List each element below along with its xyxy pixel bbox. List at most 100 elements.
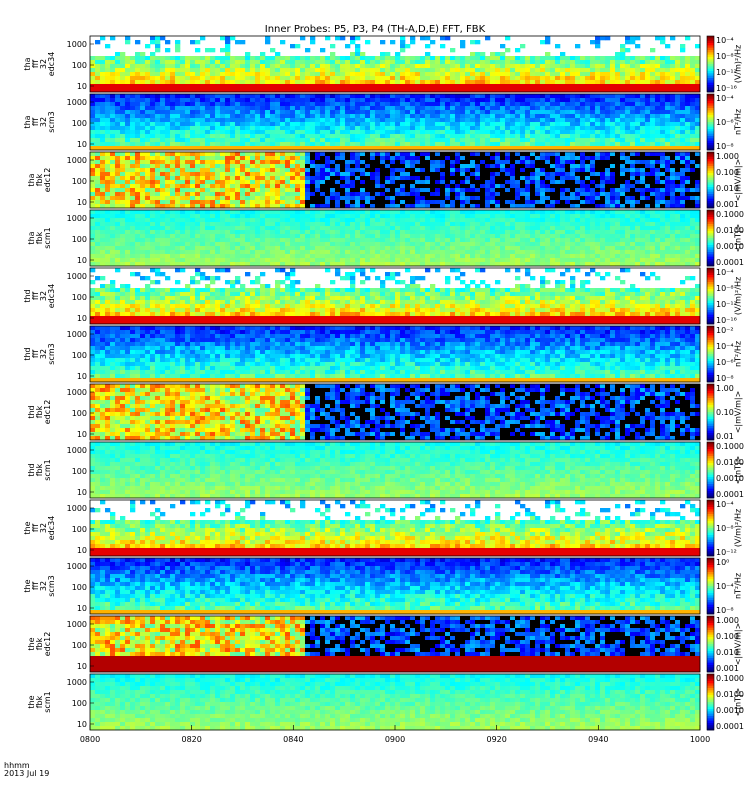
spectrogram-cell	[105, 44, 111, 49]
spectrogram-cell	[190, 98, 196, 103]
spectrogram-cell	[510, 88, 516, 93]
spectrogram-cell	[680, 94, 686, 99]
spectrogram-cell	[235, 68, 241, 73]
spectrogram-cell	[135, 176, 141, 181]
spectrogram-cell	[630, 138, 636, 143]
spectrogram-cell	[620, 114, 626, 119]
spectrogram-cell	[675, 84, 681, 89]
spectrogram-cell	[290, 142, 296, 147]
spectrogram-cell	[290, 98, 296, 103]
spectrogram-cell	[560, 106, 566, 111]
spectrogram-cell	[105, 156, 111, 161]
spectrogram-cell	[165, 102, 171, 107]
spectrogram-cell	[345, 200, 351, 205]
spectrogram-cell	[125, 160, 131, 165]
spectrogram-cell	[260, 122, 266, 127]
spectrogram-cell	[210, 146, 216, 151]
spectrogram-cell	[155, 80, 161, 85]
spectrogram-cell	[150, 160, 156, 165]
spectrogram-cell	[230, 102, 236, 107]
spectrogram-cell	[680, 126, 686, 131]
spectrogram-cell	[395, 118, 401, 123]
spectrogram-cell	[345, 94, 351, 99]
spectrogram-cell	[105, 172, 111, 177]
spectrogram-cell	[535, 176, 541, 181]
spectrogram-cell	[355, 134, 361, 139]
spectrogram-cell	[560, 134, 566, 139]
spectrogram-cell	[465, 142, 471, 147]
spectrogram-cell	[125, 142, 131, 147]
spectrogram-cell	[190, 114, 196, 119]
spectrogram-cell	[560, 118, 566, 123]
spectrogram-cell	[180, 172, 186, 177]
spectrogram-cell	[95, 142, 101, 147]
spectrogram-cell	[265, 118, 271, 123]
spectrogram-cell	[90, 226, 96, 231]
spectrogram-cell	[215, 168, 221, 173]
spectrogram-cell	[410, 204, 416, 209]
spectrogram-cell	[565, 184, 571, 189]
spectrogram-cell	[380, 146, 386, 151]
spectrogram-cell	[130, 242, 136, 247]
spectrogram-cell	[455, 196, 461, 201]
spectrogram-cell	[450, 138, 456, 143]
spectrogram-cell	[495, 60, 501, 65]
spectrogram-cell	[115, 98, 121, 103]
spectrogram-cell	[155, 106, 161, 111]
spectrogram-cell	[120, 184, 126, 189]
spectrogram-cell	[235, 180, 241, 185]
spectrogram-cell	[270, 106, 276, 111]
spectrogram-cell	[420, 122, 426, 127]
spectrogram-cell	[515, 80, 521, 85]
spectrogram-cell	[335, 98, 341, 103]
spectrogram-cell	[190, 200, 196, 205]
spectrogram-cell	[400, 130, 406, 135]
spectrogram-cell	[410, 110, 416, 115]
spectrogram-cell	[185, 68, 191, 73]
spectrogram-cell	[280, 160, 286, 165]
spectrogram-cell	[610, 64, 616, 69]
spectrogram-cell	[370, 106, 376, 111]
colorbar-swatch	[707, 50, 714, 53]
spectrogram-cell	[375, 138, 381, 143]
spectrogram-cell	[445, 68, 451, 73]
spectrogram-cell	[435, 146, 441, 151]
spectrogram-cell	[600, 164, 606, 169]
spectrogram-cell	[430, 80, 436, 85]
spectrogram-cell	[410, 142, 416, 147]
spectrogram-cell	[415, 204, 421, 209]
spectrogram-cell	[470, 102, 476, 107]
spectrogram-cell	[615, 160, 621, 165]
spectrogram-cell	[260, 176, 266, 181]
spectrogram-cell	[620, 64, 626, 69]
spectrogram-cell	[190, 142, 196, 147]
spectrogram-cell	[405, 76, 411, 81]
spectrogram-cell	[690, 114, 696, 119]
spectrogram-cell	[640, 118, 646, 123]
spectrogram-cell	[425, 164, 431, 169]
spectrogram-cell	[285, 114, 291, 119]
spectrogram-cell	[365, 188, 371, 193]
spectrogram-cell	[130, 146, 136, 151]
spectrogram-cell	[385, 106, 391, 111]
spectrogram-cell	[630, 134, 636, 139]
spectrogram-cell	[350, 204, 356, 209]
spectrogram-cell	[365, 40, 371, 45]
spectrogram-cell	[220, 152, 226, 157]
spectrogram-cell	[265, 76, 271, 81]
spectrogram-cell	[310, 160, 316, 165]
spectrogram-cell	[160, 98, 166, 103]
spectrogram-cell	[260, 152, 266, 157]
spectrogram-cell	[210, 156, 216, 161]
spectrogram-cell	[165, 80, 171, 85]
spectrogram-cell	[510, 152, 516, 157]
spectrogram-cell	[135, 94, 141, 99]
spectrogram-cell	[410, 84, 416, 89]
spectrogram-cell	[685, 68, 691, 73]
spectrogram-cell	[415, 84, 421, 89]
spectrogram-cell	[650, 48, 656, 53]
spectrogram-cell	[575, 192, 581, 197]
spectrogram-cell	[430, 118, 436, 123]
spectrogram-cell	[520, 156, 526, 161]
spectrogram-cell	[610, 142, 616, 147]
